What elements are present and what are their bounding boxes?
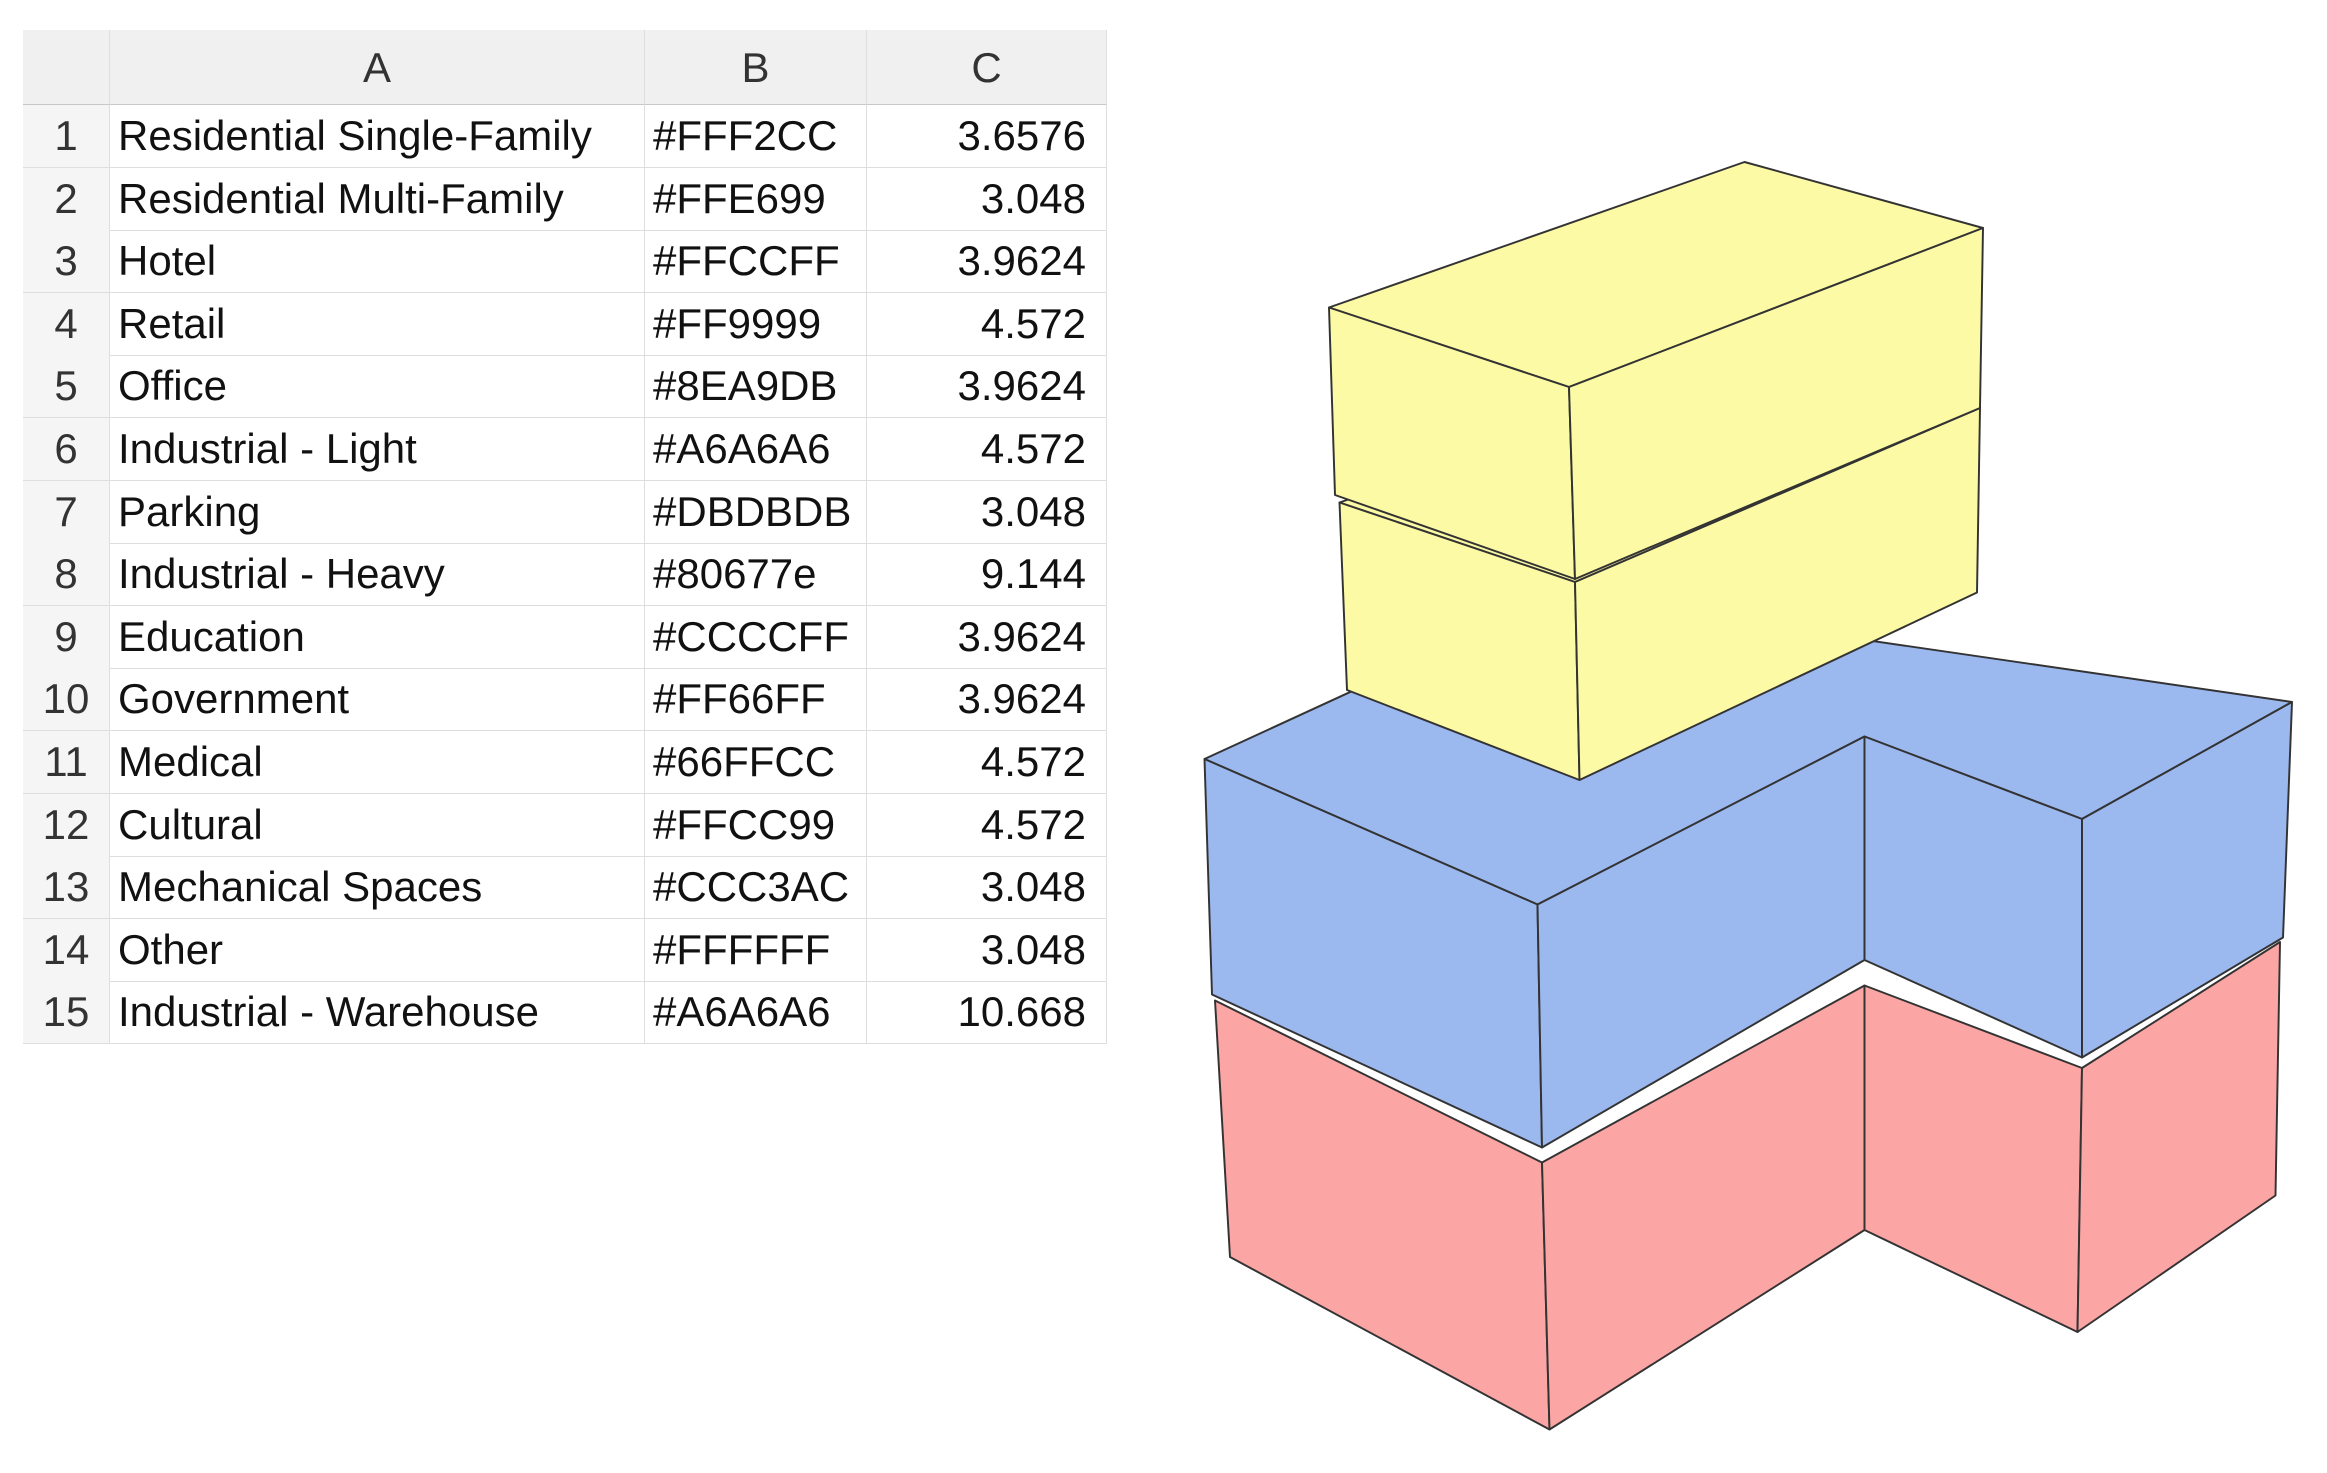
cell: #A6A6A6 [645, 418, 867, 481]
cell: 3.048 [867, 856, 1107, 920]
corner-cell [23, 30, 110, 105]
cell: Retail [110, 292, 645, 356]
row-header: 10 [23, 668, 110, 732]
column-header: C [867, 30, 1107, 105]
cell: 4.572 [867, 793, 1107, 857]
row-header: 4 [23, 292, 110, 356]
cell: Medical [110, 731, 645, 794]
row-header: 8 [23, 543, 110, 607]
cell: 3.6576 [867, 105, 1107, 168]
cell: #8EA9DB [645, 355, 867, 419]
cell: Industrial - Heavy [110, 543, 645, 607]
cell: Education [110, 605, 645, 669]
row-header: 13 [23, 856, 110, 920]
cell: #FFE699 [645, 167, 867, 231]
row-header: 14 [23, 918, 110, 982]
row-header: 2 [23, 167, 110, 231]
cell: 3.048 [867, 918, 1107, 982]
cell: #DBDBDB [645, 480, 867, 544]
row-header: 5 [23, 355, 110, 419]
cell: 3.048 [867, 167, 1107, 231]
cell: #FF9999 [645, 292, 867, 356]
cell: Office [110, 355, 645, 419]
row-header: 1 [23, 105, 110, 168]
cell: 3.048 [867, 480, 1107, 544]
cell: #FF66FF [645, 668, 867, 732]
cell: Hotel [110, 230, 645, 294]
cell: Residential Multi-Family [110, 167, 645, 231]
blue-face [2081, 701, 2293, 1059]
cell: #FFF2CC [645, 105, 867, 168]
cell: #FFCC99 [645, 793, 867, 857]
cell: Other [110, 918, 645, 982]
cell: #A6A6A6 [645, 981, 867, 1045]
cell: 10.668 [867, 981, 1107, 1045]
row-header: 15 [23, 981, 110, 1045]
cell: Government [110, 668, 645, 732]
cell: #CCC3AC [645, 856, 867, 920]
cell: 3.9624 [867, 605, 1107, 669]
cell: #80677e [645, 543, 867, 607]
row-header: 9 [23, 605, 110, 669]
cell: 4.572 [867, 418, 1107, 481]
cell: Industrial - Light [110, 418, 645, 481]
cell: 3.9624 [867, 230, 1107, 294]
cell: #CCCCFF [645, 605, 867, 669]
massing [1203, 161, 2293, 1431]
row-header: 3 [23, 230, 110, 294]
column-header: B [645, 30, 867, 105]
cell: #FFFFFF [645, 918, 867, 982]
row-header: 7 [23, 480, 110, 544]
row-header: 12 [23, 793, 110, 857]
cell: 3.9624 [867, 355, 1107, 419]
cell: 9.144 [867, 543, 1107, 607]
cell: Residential Single-Family [110, 105, 645, 168]
red-face [2076, 941, 2281, 1333]
cell: Mechanical Spaces [110, 856, 645, 920]
cell: 3.9624 [867, 668, 1107, 732]
cell: Industrial - Warehouse [110, 981, 645, 1045]
cell: Cultural [110, 793, 645, 857]
row-header: 11 [23, 731, 110, 794]
cell: #66FFCC [645, 731, 867, 794]
cell: 4.572 [867, 731, 1107, 794]
cell: 4.572 [867, 292, 1107, 356]
row-header: 6 [23, 418, 110, 481]
column-header: A [110, 30, 645, 105]
cell: #FFCCFF [645, 230, 867, 294]
yellow-face [1568, 227, 1984, 580]
cell: Parking [110, 480, 645, 544]
